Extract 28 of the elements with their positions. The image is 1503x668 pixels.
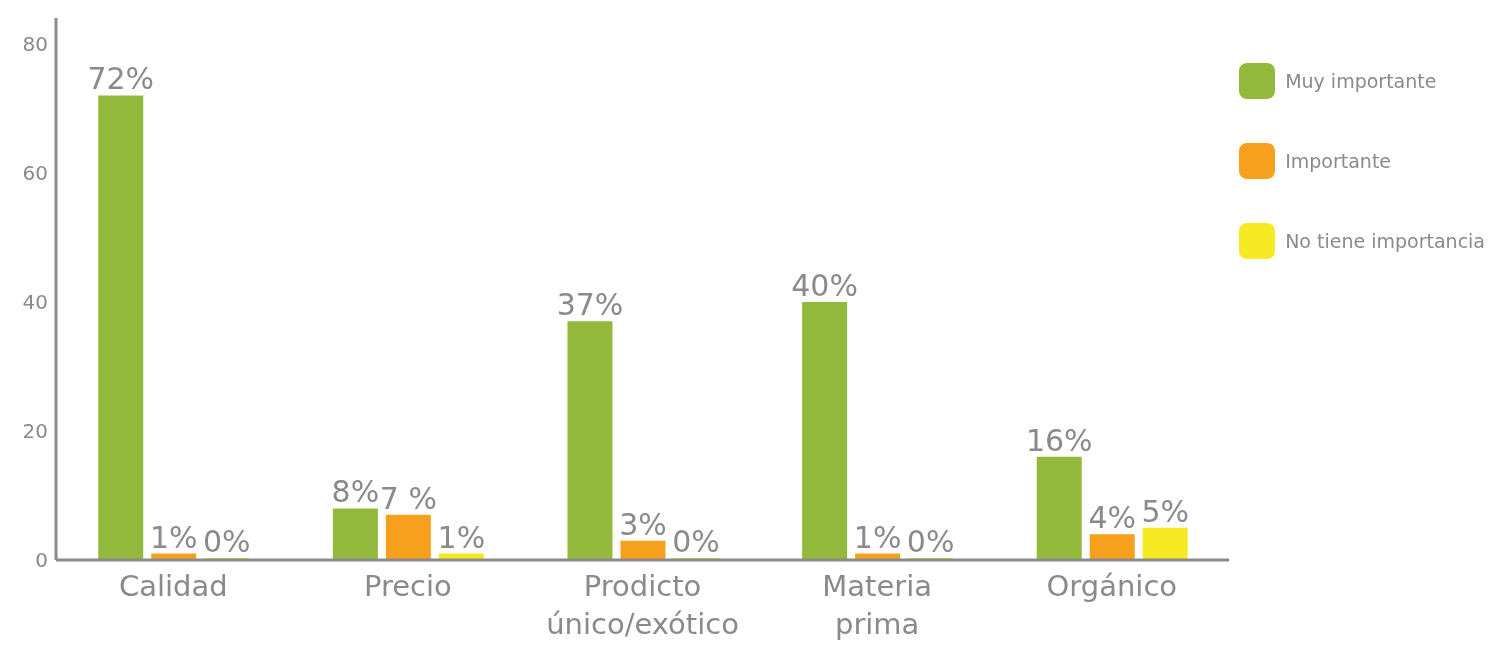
x-tick-label: Orgánico <box>1046 569 1178 603</box>
y-tick-label: 0 <box>35 548 48 573</box>
data-label: 0% <box>672 524 720 559</box>
data-label: 4% <box>1088 500 1137 536</box>
data-label: 0% <box>202 524 251 559</box>
x-tick-label: Precio <box>364 569 452 603</box>
y-tick-label: 60 <box>22 160 48 185</box>
y-tick-label: 20 <box>22 419 48 444</box>
data-label: 16% <box>1025 422 1093 458</box>
data-label: 72% <box>87 61 155 97</box>
data-label: 0% <box>906 524 955 559</box>
y-tick-label: 80 <box>22 31 48 56</box>
y-tick-label: 40 <box>22 290 48 314</box>
data-label: 8% <box>331 474 380 510</box>
x-tick-label: Calidad <box>118 569 228 603</box>
data-label: 5% <box>1141 493 1190 529</box>
x-tick-label: Prodicto único/exótico <box>546 569 739 641</box>
data-label: 1% <box>853 519 902 555</box>
data-label: 1% <box>149 519 198 555</box>
data-label: 1% <box>437 519 486 555</box>
legend-label: No tiene importancia <box>1285 230 1485 252</box>
legend-label: Importante <box>1285 150 1392 172</box>
legend-label: Muy importante <box>1285 70 1437 92</box>
data-label: 7 % <box>379 480 437 516</box>
data-label: 40% <box>791 267 858 303</box>
data-label: 3% <box>619 506 667 542</box>
data-label: 37% <box>556 287 624 323</box>
x-tick-label: Materia prima <box>822 569 933 641</box>
